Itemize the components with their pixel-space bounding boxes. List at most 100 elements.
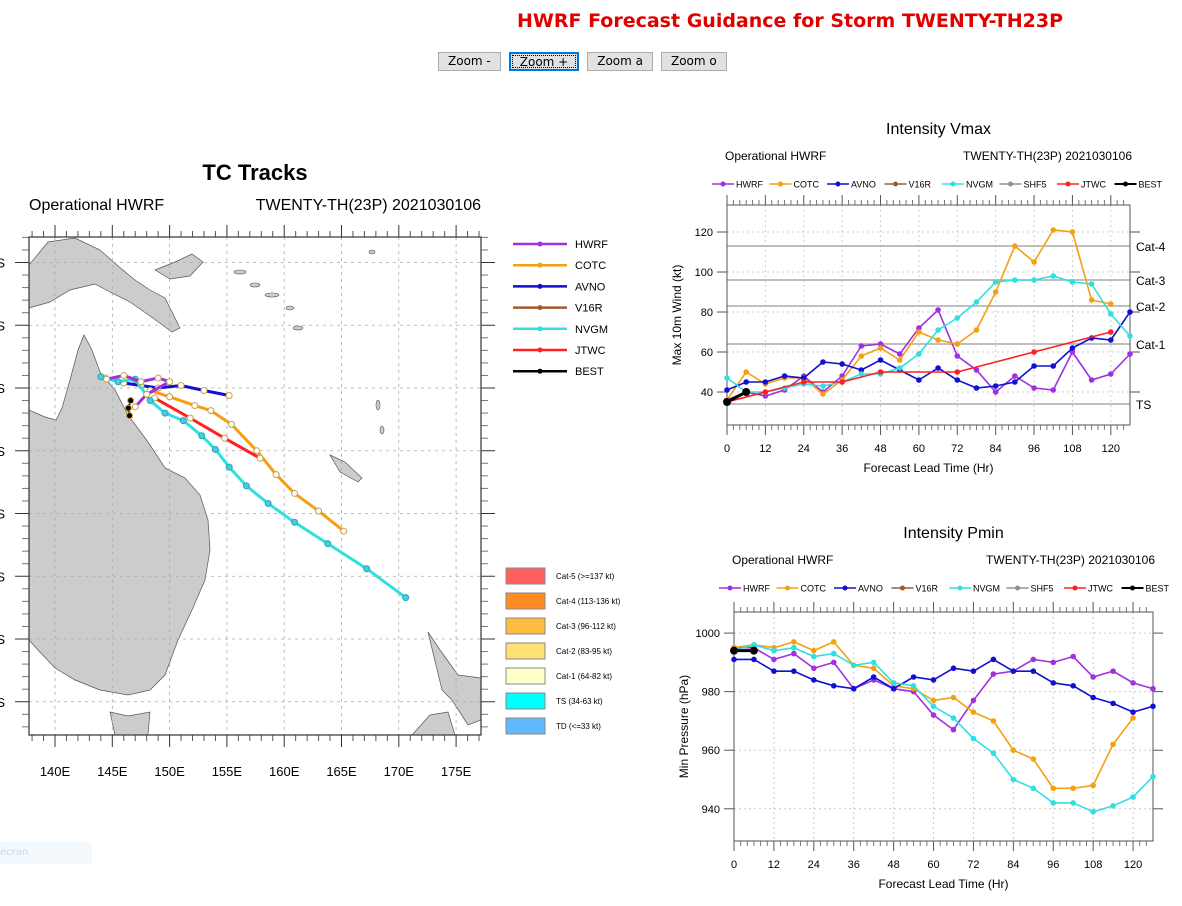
data-point: [970, 668, 977, 674]
lon-tick-label: 175E: [441, 764, 472, 779]
data-point: [1050, 659, 1057, 666]
island: [292, 325, 304, 331]
data-point: [1088, 377, 1095, 383]
track-point: [143, 390, 151, 398]
page-title: HWRF Forecast Guidance for Storm TWENTY-…: [517, 10, 1063, 32]
track-point: [264, 499, 272, 507]
zoom-in-button[interactable]: Zoom +: [508, 52, 580, 71]
chart-title: Intensity Vmax: [886, 121, 991, 138]
legend-label: NVGM: [973, 584, 1000, 594]
data-point: [1070, 785, 1076, 792]
track-point: [200, 387, 208, 395]
legend-marker: [900, 585, 905, 591]
island: [375, 399, 381, 411]
track-point: [161, 409, 169, 417]
data-point: [771, 656, 777, 663]
data-point: [935, 337, 941, 343]
data-point: [800, 375, 807, 381]
landmass: [29, 334, 211, 696]
data-point: [762, 393, 769, 399]
y-tick-label: 1000: [696, 628, 720, 640]
lon-tick-label: 170E: [384, 764, 415, 779]
track-point: [124, 404, 132, 412]
zoom-out-button[interactable]: Zoom -: [438, 52, 501, 71]
zoom-all-button[interactable]: Zoom a: [587, 52, 653, 71]
landmass: [154, 253, 204, 280]
category-threshold-label: Cat-1: [1136, 338, 1166, 352]
data-point: [724, 387, 730, 393]
island: [264, 292, 280, 298]
y-tick-label: 40: [701, 387, 713, 399]
legend-label: COTC: [801, 584, 827, 594]
data-point: [935, 307, 941, 313]
data-point: [1150, 685, 1156, 692]
data-point: [990, 656, 997, 663]
data-point: [1069, 349, 1076, 355]
track-point: [227, 420, 235, 428]
data-point: [811, 665, 817, 672]
landmass: [329, 454, 363, 483]
lat-tick-label: 20S: [0, 444, 5, 459]
track-point: [402, 594, 410, 602]
legend-marker: [842, 585, 848, 591]
x-tick-label: 120: [1124, 859, 1142, 871]
data-point: [992, 389, 999, 395]
data-point: [811, 647, 817, 654]
data-point: [954, 315, 961, 321]
landmass: [109, 711, 151, 735]
data-point: [839, 361, 845, 367]
zoom-original-button[interactable]: Zoom o: [660, 52, 727, 71]
legend-marker: [1130, 585, 1135, 591]
track-map: TC Tracks Operational HWRF TWENTY-TH(23P…: [0, 160, 621, 779]
legend-marker: [537, 305, 543, 311]
legend-marker: [537, 262, 543, 268]
lat-tick-label: 40S: [0, 695, 5, 710]
map-title: TC Tracks: [202, 160, 307, 185]
legend-label: COTC: [575, 260, 606, 272]
series-jtwc: [726, 331, 1112, 403]
track-point: [103, 375, 111, 383]
x-tick-label: 36: [836, 443, 848, 455]
data-point: [1127, 351, 1133, 357]
category-swatch: [505, 717, 546, 735]
data-point: [751, 641, 757, 648]
category-label: Cat-5 (>=137 kt): [556, 572, 615, 581]
legend-marker: [537, 368, 543, 374]
data-point: [1050, 800, 1057, 806]
track-point: [166, 378, 174, 386]
map-right-label: TWENTY-TH(23P) 2021030106: [256, 197, 481, 214]
legend-label: SHF5: [1024, 180, 1047, 190]
track-point: [291, 489, 299, 497]
data-point: [954, 369, 961, 375]
data-point: [916, 325, 922, 331]
data-point: [791, 650, 797, 657]
lon-tick-label: 140E: [40, 764, 71, 779]
x-tick-label: 72: [951, 443, 963, 455]
y-tick-label: 120: [695, 227, 713, 239]
data-point: [1110, 741, 1116, 748]
series-nvgm: [726, 275, 1131, 393]
lon-tick-label: 160E: [269, 764, 300, 779]
data-point: [973, 299, 980, 305]
track-point: [198, 432, 206, 440]
data-point: [954, 341, 961, 347]
data-point: [1031, 385, 1037, 391]
legend-marker: [537, 283, 543, 289]
legend-label: NVGM: [575, 324, 608, 336]
track-point: [340, 527, 348, 535]
data-point: [970, 735, 977, 742]
data-point: [1090, 808, 1096, 815]
data-point: [858, 367, 865, 373]
legend-marker: [537, 326, 543, 332]
plot-frame: [726, 204, 1131, 426]
landmass: [29, 237, 181, 333]
lon-tick-label: 165E: [326, 764, 357, 779]
data-point: [811, 653, 817, 660]
chart-title: Intensity Pmin: [903, 525, 1003, 542]
category-threshold-label: Cat-4: [1136, 240, 1166, 254]
legend-label: JTWC: [1088, 584, 1113, 594]
category-label: Cat-4 (113-136 kt): [556, 597, 621, 606]
legend-label: BEST: [575, 366, 604, 378]
data-point: [910, 682, 917, 689]
